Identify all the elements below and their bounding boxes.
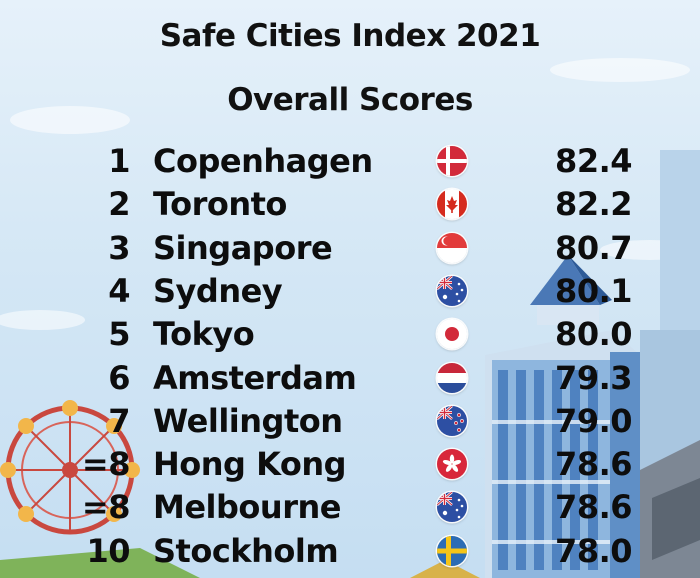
rank-label: 1 — [108, 142, 130, 180]
table-row: 1 Copenhagen 82.4 — [0, 140, 700, 183]
city-label: Melbourne — [153, 488, 341, 527]
score-value: 78.6 — [555, 488, 632, 527]
rank-label: 7 — [108, 401, 130, 440]
canada-flag-icon — [437, 189, 467, 220]
score-value: 79.0 — [555, 401, 632, 440]
rank-label: =8 — [81, 488, 131, 527]
score-value: 80.1 — [555, 271, 632, 310]
rank-label: 4 — [108, 271, 130, 310]
table-row: 7 Wellington 79.0 — [0, 400, 700, 443]
city-label: Copenhagen — [153, 142, 373, 180]
table-row: 6 Amsterdam 79.3 — [0, 357, 700, 400]
score-value: 82.2 — [555, 185, 632, 224]
singapore-flag-icon — [437, 232, 467, 263]
hong-kong-flag-icon — [437, 449, 467, 480]
netherlands-flag-icon — [437, 362, 467, 393]
city-label: Amsterdam — [153, 358, 357, 397]
city-label: Tokyo — [153, 315, 255, 354]
table-row: 4 Sydney 80.1 — [0, 270, 700, 313]
rank-label: =8 — [81, 445, 131, 484]
table-row: 2 Toronto 82.2 — [0, 183, 700, 226]
chart-subtitle: Overall Scores — [227, 82, 473, 118]
chart-title: Safe Cities Index 2021 — [159, 18, 541, 54]
rank-label: 6 — [108, 358, 130, 397]
city-label: Wellington — [153, 401, 343, 440]
table-row: 5 Tokyo 80.0 — [0, 313, 700, 356]
australia-flag-icon — [437, 492, 467, 523]
japan-flag-icon — [437, 319, 467, 350]
score-value: 80.0 — [555, 315, 632, 354]
city-label: Toronto — [153, 185, 287, 224]
table-row: =8 Melbourne 78.6 — [0, 486, 700, 529]
australia-flag-icon — [437, 275, 467, 306]
score-value: 79.3 — [555, 358, 632, 397]
city-label: Hong Kong — [153, 445, 347, 484]
score-value: 80.7 — [555, 228, 632, 267]
table-row: 10 Stockholm 78.0 — [0, 530, 700, 573]
score-value: 78.0 — [555, 531, 632, 570]
sweden-flag-icon — [437, 535, 467, 566]
denmark-flag-icon — [437, 146, 467, 176]
score-value: 82.4 — [555, 142, 632, 180]
rank-label: 5 — [108, 315, 130, 354]
rank-label: 2 — [108, 185, 130, 224]
rank-label: 10 — [86, 531, 130, 570]
table-row: 3 Singapore 80.7 — [0, 227, 700, 270]
city-label: Singapore — [153, 228, 333, 267]
score-value: 78.6 — [555, 445, 632, 484]
city-label: Stockholm — [153, 531, 339, 570]
table-row: =8 Hong Kong 78.6 — [0, 443, 700, 486]
new-zealand-flag-icon — [437, 405, 467, 436]
city-label: Sydney — [153, 271, 283, 310]
rank-label: 3 — [108, 228, 130, 267]
